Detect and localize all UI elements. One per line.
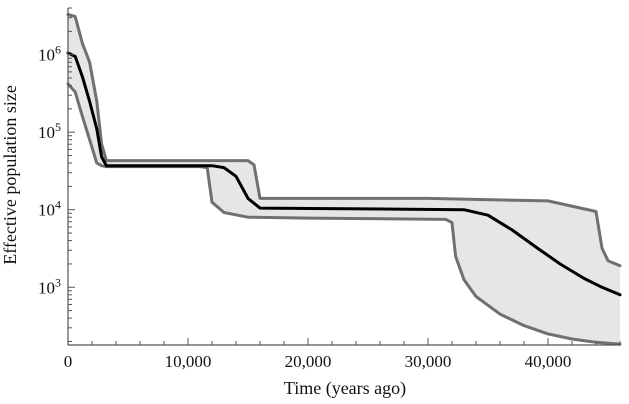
y-tick-exponent: 4: [55, 198, 61, 212]
lower-bound-line: [66, 82, 622, 346]
upper-bound-line: [66, 13, 622, 268]
y-tick-base: 10: [38, 46, 55, 65]
x-tick-label: 0: [64, 352, 73, 371]
median-line: [66, 51, 622, 297]
y-tick-exponent: 5: [55, 120, 61, 134]
x-axis-title: Time (years ago): [284, 378, 406, 399]
y-tick-base: 10: [38, 123, 55, 142]
y-tick-exponent: 3: [55, 275, 61, 289]
x-tick-label: 30,000: [405, 352, 452, 371]
y-tick-label: 106: [38, 43, 61, 65]
x-tick-label: 40,000: [525, 352, 572, 371]
y-tick-label: 105: [38, 120, 61, 142]
x-tick-label: 10,000: [165, 352, 212, 371]
x-tick-label: 20,000: [285, 352, 332, 371]
y-tick-base: 10: [38, 201, 55, 220]
y-tick-exponent: 6: [55, 43, 61, 57]
confidence-band: [68, 14, 620, 345]
y-tick-label: 103: [38, 275, 61, 297]
y-tick-base: 10: [38, 278, 55, 297]
x-axis-ticks: 0 10,000 20,000 30,000 40,000: [64, 338, 621, 371]
y-tick-label: 104: [38, 198, 61, 220]
y-axis-title: Effective population size: [0, 85, 20, 265]
plot-area: [66, 13, 622, 346]
